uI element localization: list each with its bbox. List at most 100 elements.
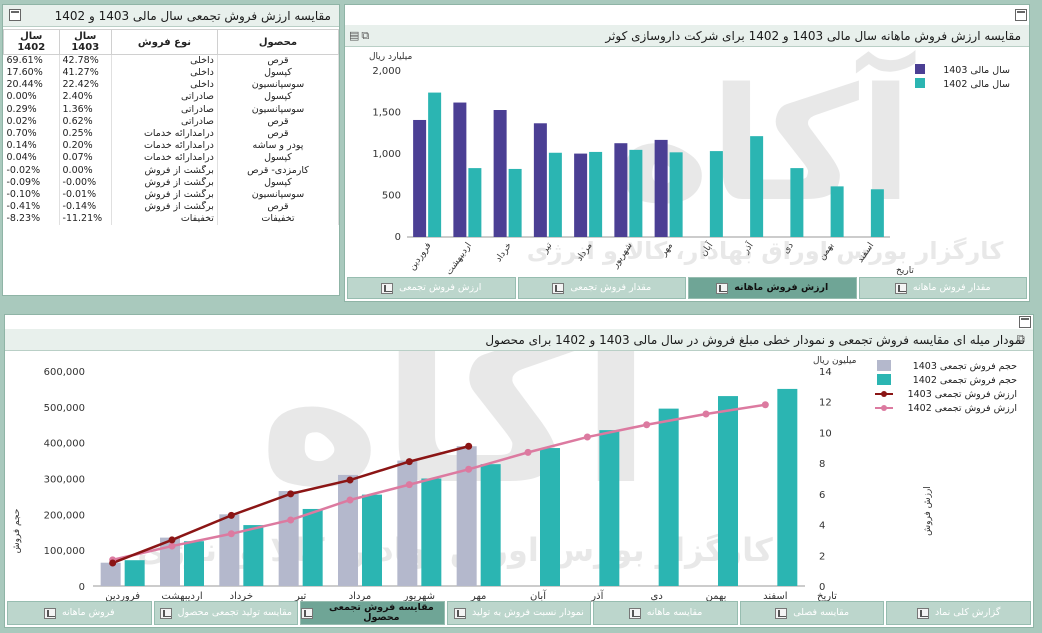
cell-product: پودر و ساشه bbox=[217, 140, 339, 153]
monthly-tab-1[interactable]: ارزش فروش ماهانه bbox=[688, 277, 857, 299]
cumulative-tab-4[interactable]: مقایسه فروش تجمعی محصول bbox=[300, 601, 445, 625]
bar-volume-1402 bbox=[658, 408, 679, 586]
legend-label: سال مالی 1402 bbox=[943, 79, 1010, 90]
cell-sale-type: داخلی bbox=[111, 79, 218, 92]
monthly-tab-0[interactable]: مقدار فروش ماهانه bbox=[858, 277, 1027, 299]
table-row[interactable]: کپسول درآمدارائه خدمات 0.07% 0.04% bbox=[3, 152, 339, 165]
col-header-1402[interactable]: سال 1402 bbox=[3, 29, 60, 55]
cell-1403: 42.78% bbox=[59, 54, 112, 67]
cumulative-tabs: گزارش کلی نماد مقایسه فصلی مقایسه ماهانه نم… bbox=[5, 601, 1033, 625]
cumulative-tab-5[interactable]: مقایسه تولید تجمعی محصول bbox=[153, 601, 299, 625]
table-row[interactable]: کارمزدی- قرص برگشت از فروش 0.00% -0.02% bbox=[3, 164, 339, 177]
tab-label: مقدار فروش ماهانه bbox=[912, 282, 991, 293]
point-value-1403 bbox=[109, 559, 117, 567]
legend-label: حجم فروش تجمعی 1403 bbox=[913, 361, 1017, 372]
export-icons[interactable]: ▤⧉ bbox=[349, 29, 372, 42]
legend-label: حجم فروش تجمعی 1402 bbox=[913, 375, 1017, 386]
x-tick-label: اسفند bbox=[763, 591, 787, 602]
y-tick-label: 200,000 bbox=[44, 510, 85, 521]
point-value-1403 bbox=[168, 536, 176, 544]
legend-label: ارزش فروش تجمعی 1402 bbox=[908, 403, 1017, 414]
cell-product: سوسپانسیون bbox=[217, 188, 339, 202]
cell-sale-type: صادراتی bbox=[111, 115, 218, 128]
cumulative-tab-1[interactable]: مقایسه فصلی bbox=[739, 601, 885, 625]
point-value-1402 bbox=[761, 401, 769, 409]
y-tick-label: 1,000 bbox=[372, 149, 401, 160]
bar-1403 bbox=[493, 110, 507, 237]
point-value-1402 bbox=[287, 516, 295, 524]
cell-product: سوسپانسیون bbox=[217, 79, 339, 92]
cumulative-tab-3[interactable]: نمودار نسبت فروش به تولید bbox=[446, 601, 592, 625]
table-row[interactable]: قرص برگشت از فروش -0.14% -0.41% bbox=[3, 201, 339, 214]
bar-volume-1402 bbox=[777, 388, 798, 586]
table-row[interactable]: قرص درآمدارائه خدمات 0.25% 0.70% bbox=[3, 127, 339, 141]
cell-1403: 22.42% bbox=[59, 79, 112, 92]
table-row[interactable]: سوسپانسیون برگشت از فروش -0.01% -0.10% bbox=[3, 188, 339, 202]
x-tick-label: اردیبهشت bbox=[161, 591, 202, 602]
cell-product: کپسول bbox=[217, 91, 339, 104]
cell-1403: 0.20% bbox=[59, 140, 112, 153]
point-value-1403 bbox=[346, 476, 354, 484]
cell-product: قرص bbox=[217, 54, 339, 67]
bar-volume-1403 bbox=[219, 514, 240, 586]
table-row[interactable]: کپسول داخلی 41.27% 17.60% bbox=[3, 67, 339, 80]
cell-1403: 1.36% bbox=[59, 103, 112, 116]
cumulative-tab-0[interactable]: گزارش کلی نماد bbox=[886, 601, 1031, 625]
table-row[interactable]: کپسول صادراتی 2.40% 0.00% bbox=[3, 91, 339, 104]
y2-tick-label: 12 bbox=[819, 398, 832, 409]
bar-1403 bbox=[654, 139, 668, 237]
bar-1402 bbox=[468, 168, 482, 237]
bar-1402 bbox=[669, 152, 683, 237]
bar-1403 bbox=[453, 102, 467, 237]
x-tick-label: تیر bbox=[294, 591, 307, 602]
cell-product: کپسول bbox=[217, 67, 339, 80]
maximize-button[interactable] bbox=[1015, 9, 1027, 21]
col-header-1403[interactable]: سال 1403 bbox=[58, 29, 112, 55]
y-tick-label: 2,000 bbox=[372, 66, 401, 77]
y2-unit: میلیون ریال bbox=[813, 356, 857, 366]
y-axis-title: حجم فروش bbox=[12, 509, 22, 554]
bar-volume-1403 bbox=[100, 562, 121, 586]
cell-sale-type: درآمدارائه خدمات bbox=[111, 140, 218, 153]
bar-1402 bbox=[428, 92, 442, 237]
bar-1402 bbox=[589, 151, 603, 237]
col-header-sale-type[interactable]: نوع فروش bbox=[110, 29, 218, 55]
tab-label: نمودار نسبت فروش به تولید bbox=[472, 607, 584, 618]
cell-product: کارمزدی- قرص bbox=[217, 164, 339, 177]
table-row[interactable]: کپسول برگشت از فروش -0.00% -0.09% bbox=[3, 176, 339, 189]
cumulative-tab-6[interactable]: فروش ماهانه bbox=[6, 601, 152, 625]
bar-1402 bbox=[750, 136, 764, 237]
maximize-button-2[interactable] bbox=[1019, 316, 1031, 328]
cell-product: تخفیفات bbox=[217, 213, 339, 226]
table-row[interactable]: سوسپانسیون صادراتی 1.36% 0.29% bbox=[3, 103, 339, 116]
table-row[interactable]: پودر و ساشه درآمدارائه خدمات 0.20% 0.14% bbox=[3, 140, 339, 153]
monthly-tabs: مقدار فروش ماهانه ارزش فروش ماهانه مقدار ف… bbox=[345, 277, 1029, 299]
tab-label: مقایسه ماهانه bbox=[646, 607, 703, 618]
chart-tab-icon bbox=[775, 607, 788, 619]
legend-marker bbox=[881, 405, 887, 411]
col-header-product[interactable]: محصول bbox=[216, 29, 339, 55]
chart-tab-icon bbox=[894, 282, 907, 294]
cumulative-tab-2[interactable]: مقایسه ماهانه bbox=[593, 601, 738, 625]
bar-volume-1402 bbox=[421, 478, 442, 586]
cell-1402: 0.00% bbox=[3, 91, 60, 104]
monthly-tab-2[interactable]: مقدار فروش تجمعی bbox=[517, 277, 686, 299]
legend-label: سال مالی 1403 bbox=[943, 65, 1010, 76]
export-icons-2[interactable]: ⧉ bbox=[1017, 332, 1027, 345]
table-row[interactable]: قرص داخلی 42.78% 69.61% bbox=[3, 54, 339, 67]
x-tick-label: خرداد bbox=[494, 241, 514, 264]
y-tick-label: 600,000 bbox=[44, 367, 85, 378]
cell-product: قرص bbox=[217, 115, 339, 128]
cell-product: قرص bbox=[217, 127, 339, 141]
bar-volume-1402 bbox=[124, 560, 145, 586]
x-tick-label: مهر bbox=[470, 591, 486, 602]
table-row[interactable]: سوسپانسیون داخلی 22.42% 20.44% bbox=[3, 79, 339, 92]
minimize-button[interactable] bbox=[9, 9, 21, 21]
y-axis-unit: میلیارد ریال bbox=[369, 52, 413, 62]
table-row[interactable]: قرص صادراتی 0.62% 0.02% bbox=[3, 115, 339, 128]
bar-volume-1403 bbox=[456, 446, 477, 586]
table-container: محصول نوع فروش سال 1403 سال 1402 قرص داخل… bbox=[3, 29, 339, 295]
table-row[interactable]: تخفیفات تخفیفات -11.21% -8.23% bbox=[3, 213, 339, 226]
monthly-tab-3[interactable]: ارزش فروش تجمعی bbox=[347, 277, 516, 299]
